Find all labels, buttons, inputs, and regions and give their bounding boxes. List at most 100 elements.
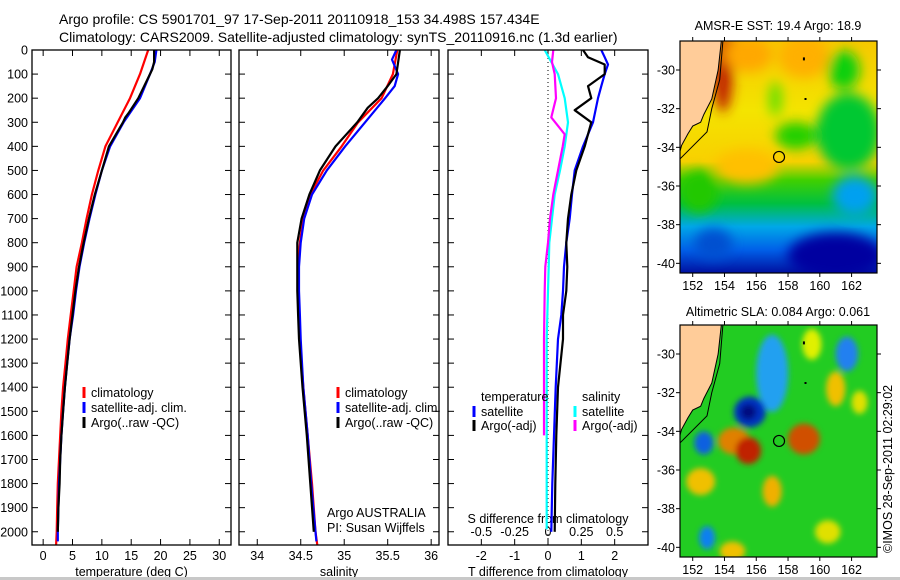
profile-panels: 0100200300400500600700800900100011001200… [0, 44, 649, 579]
window-bottom-edge [0, 577, 900, 580]
panel-temperature: 0100200300400500600700800900100011001200… [0, 44, 232, 579]
x-tick-label: 2 [611, 549, 618, 563]
legend-label: Argo(..raw -QC) [91, 416, 179, 430]
field-anomaly [694, 431, 714, 455]
lon-tick-label: 162 [841, 563, 862, 577]
x-tick-label: 30 [212, 549, 226, 563]
y-tick-label: 300 [7, 116, 28, 130]
field-anomaly [835, 336, 859, 372]
lon-tick-label: 158 [778, 279, 799, 293]
field-anomaly [832, 176, 877, 215]
x-tick-label: 25 [183, 549, 197, 563]
field-anomaly [826, 371, 846, 407]
y-tick-label: 1200 [0, 333, 28, 347]
x-tick-label: 34 [250, 549, 264, 563]
legend-label: climatology [91, 386, 154, 400]
title-line-2: Climatology: CARS2009. Satellite-adjuste… [59, 29, 617, 45]
y-tick-label: 900 [7, 260, 28, 274]
lat-tick-label: -40 [657, 541, 675, 555]
field-anomaly [814, 520, 841, 544]
lat-tick-label: -40 [657, 257, 675, 271]
sla-map-title: Altimetric SLA: 0.084 Argo: 0.061 [686, 305, 870, 319]
island [804, 98, 807, 100]
legend-label: satellite [481, 405, 523, 419]
island [804, 382, 807, 384]
lon-tick-label: 152 [682, 563, 703, 577]
series-satellite-adj-clim- [297, 49, 400, 542]
pi-label: PI: Susan Wijffels [327, 521, 425, 535]
lat-tick-label: -32 [657, 102, 675, 116]
series-argo-raw-qc- [56, 50, 156, 532]
lat-tick-label: -36 [657, 180, 675, 194]
x-axis-label: salinity [320, 565, 359, 579]
y-tick-label: 2000 [0, 525, 28, 539]
field-anomaly [724, 41, 773, 72]
s-axis-label: S difference from climatology [468, 512, 630, 526]
panel-salinity: 34 34.5 35 35.5 36 salinity climatologysatelli… [238, 49, 441, 579]
legend-title-temperature: temperature [481, 390, 548, 404]
series-s-argo-adj- [542, 49, 566, 436]
x-tick-label: 15 [124, 549, 138, 563]
legend-label: satellite [582, 405, 624, 419]
y-tick-label: 1000 [0, 284, 28, 298]
series-climatology [55, 49, 150, 546]
map-frame [679, 40, 878, 274]
field-features [686, 328, 868, 557]
isobath-line [680, 41, 724, 160]
field-anomaly [787, 423, 820, 455]
y-tick-label: 400 [7, 140, 28, 154]
field-anomaly [827, 50, 860, 90]
lon-tick-label: 162 [841, 279, 862, 293]
y-tick-label: 1400 [0, 381, 28, 395]
x-tick-label: 34.5 [289, 549, 313, 563]
s-tick-label: 0 [545, 525, 552, 539]
program-label: Argo AUSTRALIA [327, 506, 426, 520]
panel-difference: -2 -1 0 1 2 T difference from climatology -0.5… [447, 49, 649, 579]
field-features [680, 41, 877, 273]
x-tick-label: 0 [545, 549, 552, 563]
sst-map-title: AMSR-E SST: 19.4 Argo: 18.9 [695, 19, 862, 33]
series-t-satellite [550, 49, 610, 532]
sst_map: 152 154 156 158 160 162 -30 -32 -34 -36 -38 -40 [657, 37, 881, 293]
land-australia [680, 325, 722, 436]
field-anomaly [762, 475, 782, 507]
x-tick-label: 20 [154, 549, 168, 563]
legend-label: satellite-adj. clim. [91, 401, 187, 415]
map-frame [679, 324, 878, 558]
x-tick-label: 5 [69, 549, 76, 563]
x-tick-label: -2 [476, 549, 487, 563]
field-anomaly [768, 81, 782, 117]
field-anomaly [740, 404, 757, 420]
lon-tick-label: 152 [682, 279, 703, 293]
lat-tick-label: -34 [657, 425, 675, 439]
lat-tick-label: -36 [657, 464, 675, 478]
series-t-argo-adj- [553, 49, 606, 532]
y-tick-label: 100 [7, 68, 28, 82]
s-tick-label: -0.25 [500, 525, 529, 539]
s-tick-label: 0.25 [569, 525, 593, 539]
land-australia [680, 41, 722, 152]
lon-tick-label: 154 [714, 279, 735, 293]
island [802, 57, 805, 61]
imos-timestamp: ©IMOS 28-Sep-2011 02:29:02 [881, 385, 895, 553]
lat-tick-label: -30 [657, 64, 675, 78]
argo-location-marker [772, 150, 786, 164]
color-field [680, 41, 877, 273]
x-axis-label: temperature (deg C) [75, 565, 188, 579]
y-tick-label: 800 [7, 236, 28, 250]
plot-frame [238, 49, 440, 546]
lat-tick-label: -38 [657, 502, 675, 516]
series-argo-raw-qc- [296, 49, 401, 532]
y-tick-label: 500 [7, 164, 28, 178]
field-anomaly [735, 437, 762, 465]
field-anomaly [686, 468, 716, 496]
lon-tick-label: 154 [714, 563, 735, 577]
lon-tick-label: 156 [746, 563, 767, 577]
x-axis-label: T difference from climatology [468, 565, 629, 579]
lat-tick-label: -34 [657, 141, 675, 155]
isobath-line [680, 325, 724, 444]
field-anomaly [756, 334, 789, 412]
title-line-1: Argo profile: CS 5901701_97 17-Sep-2011 … [59, 11, 540, 27]
y-tick-label: 1800 [0, 477, 28, 491]
